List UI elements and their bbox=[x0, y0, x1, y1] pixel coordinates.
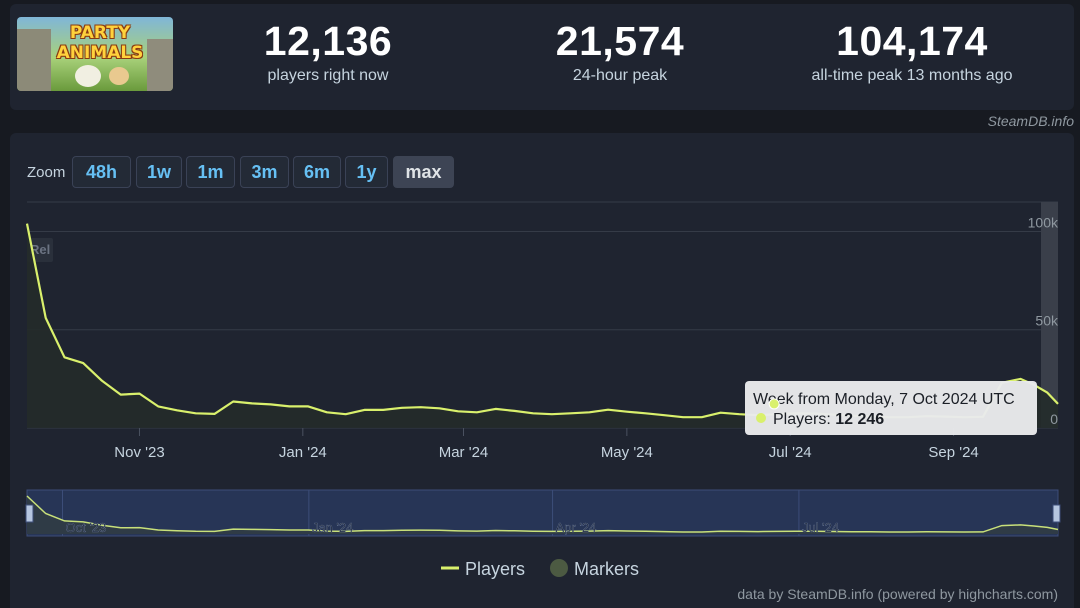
tooltip-title: Week from Monday, 7 Oct 2024 UTC bbox=[753, 391, 1015, 408]
x-tick-label: Mar '24 bbox=[439, 444, 489, 461]
stat-label: players right now bbox=[267, 67, 389, 84]
tooltip-box bbox=[745, 381, 1037, 435]
stat-current-players: 12,136 players right now bbox=[248, 18, 408, 86]
rel-badge[interactable]: Rel bbox=[30, 242, 50, 257]
highcharts-credit[interactable]: data by SteamDB.info (powered by highcha… bbox=[737, 586, 1058, 602]
navigator-background[interactable] bbox=[27, 490, 1058, 536]
y-tick-label: 100k bbox=[1028, 214, 1059, 230]
thumb-ruin-left bbox=[17, 29, 51, 91]
x-axis-ticks: Nov '23 Jan '24 Mar '24 May '24 Jul '24 Sep '… bbox=[114, 428, 979, 461]
x-tick-label: May '24 bbox=[601, 444, 653, 461]
legend-markers-swatch[interactable] bbox=[550, 559, 568, 577]
zoom-label: Zoom bbox=[27, 164, 66, 181]
navigator-area-fill bbox=[27, 496, 1058, 534]
tooltip-series: Players: 12 246 bbox=[773, 411, 884, 428]
x-tick-label: Sep '24 bbox=[928, 444, 978, 461]
tooltip-series-dot bbox=[756, 413, 766, 423]
zoom-1y-button[interactable]: 1y bbox=[345, 156, 388, 188]
stat-label: 24-hour peak bbox=[572, 67, 668, 84]
stat-24h-peak: 21,574 24-hour peak bbox=[530, 18, 710, 86]
zoom-6m-button[interactable]: 6m bbox=[293, 156, 341, 188]
thumb-ruin-right bbox=[147, 39, 173, 91]
navigator-tick-label: Oct '23 bbox=[65, 520, 106, 535]
navigator-left-handle[interactable] bbox=[25, 504, 34, 523]
game-logo-text: PARTY ANIMALS bbox=[56, 23, 144, 63]
vertical-scrollbar[interactable] bbox=[1041, 202, 1058, 428]
x-tick-label: Nov '23 bbox=[114, 444, 164, 461]
zoom-3m-button[interactable]: 3m bbox=[240, 156, 289, 188]
game-thumbnail[interactable]: PARTY ANIMALS bbox=[17, 17, 173, 91]
stat-label: all-time peak 13 months ago bbox=[811, 67, 1013, 84]
stat-value: 21,574 bbox=[555, 18, 685, 64]
stat-value: 104,174 bbox=[836, 18, 988, 64]
tooltip-series-label: Players: bbox=[773, 411, 835, 428]
tooltip-value: 12 246 bbox=[835, 411, 884, 428]
stat-value: 12,136 bbox=[263, 18, 393, 64]
y-axis-ticks: 100k 50k 0 bbox=[1028, 214, 1059, 427]
zoom-1m-button[interactable]: 1m bbox=[186, 156, 235, 188]
y-tick-label: 50k bbox=[1035, 313, 1059, 329]
thumb-character bbox=[75, 65, 101, 87]
zoom-max-button[interactable]: max bbox=[393, 156, 454, 188]
players-area-fill bbox=[27, 223, 1058, 428]
legend-markers-label[interactable]: Markers bbox=[574, 559, 639, 579]
navigator-line bbox=[26, 495, 1059, 533]
navigator-tick-label: Apr '24 bbox=[556, 520, 597, 535]
navigator-tick-label: Jan '24 bbox=[312, 520, 354, 535]
y-tick-label: 0 bbox=[1050, 411, 1058, 427]
legend-players-label[interactable]: Players bbox=[465, 559, 525, 579]
zoom-1w-button[interactable]: 1w bbox=[136, 156, 182, 188]
navigator-tick-labels: Oct '23 Jan '24 Apr '24 Jul '24 bbox=[65, 520, 839, 535]
hover-point[interactable] bbox=[768, 398, 780, 410]
stat-all-time-peak: 104,174 all-time peak 13 months ago bbox=[792, 18, 1032, 86]
thumb-character bbox=[109, 67, 129, 85]
navigator-tick-label: Jul '24 bbox=[802, 520, 839, 535]
steamdb-credit[interactable]: SteamDB.info bbox=[987, 113, 1074, 129]
x-tick-label: Jul '24 bbox=[769, 444, 812, 461]
x-tick-label: Jan '24 bbox=[279, 444, 327, 461]
zoom-48h-button[interactable]: 48h bbox=[72, 156, 131, 188]
navigator-right-handle[interactable] bbox=[1052, 504, 1061, 523]
header-panel bbox=[10, 4, 1074, 110]
